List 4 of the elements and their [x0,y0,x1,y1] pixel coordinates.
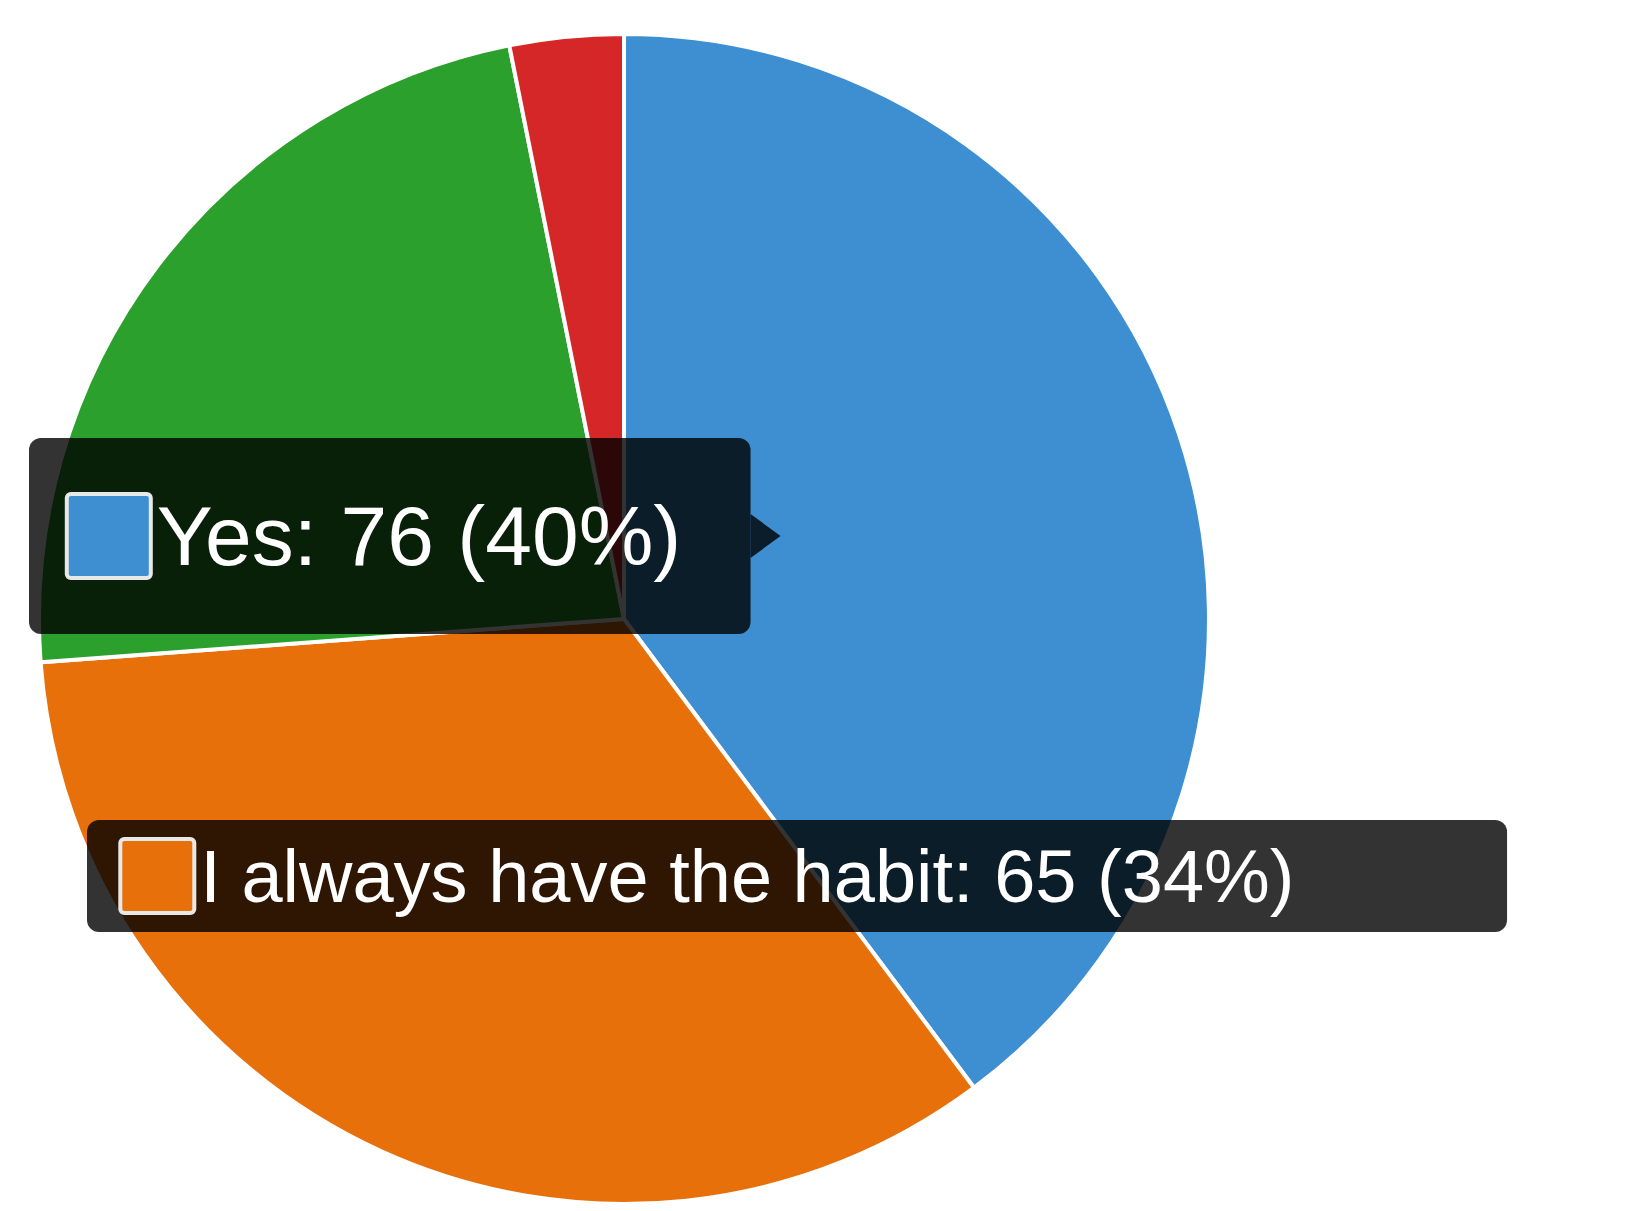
tooltip: Yes: 76 (40%) [29,438,781,634]
tooltip: I always have the habit: 65 (34%) [87,820,1508,932]
legend-label: Yes: 76 (40%) [156,489,682,584]
legend-label: I always have the habit: 65 (34%) [200,834,1295,918]
